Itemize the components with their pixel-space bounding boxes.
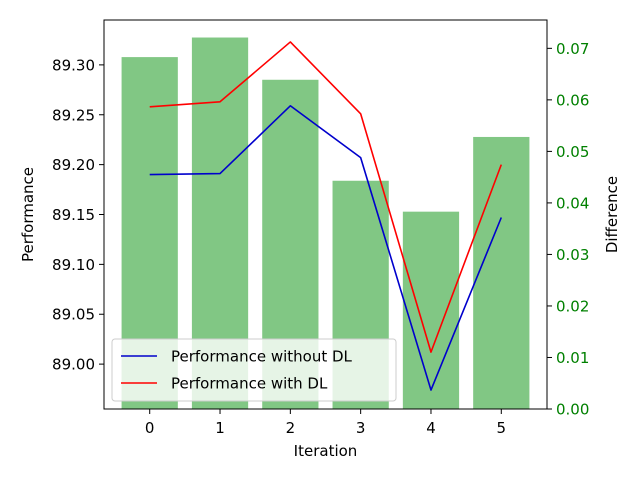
y-axis-label-right: Difference	[603, 176, 621, 253]
y-axis-label-left: Performance	[19, 167, 37, 262]
right-tick-label: 0.07	[556, 40, 589, 58]
x-tick-label: 2	[286, 419, 296, 437]
bar-5	[473, 136, 530, 409]
legend-label: Performance without DL	[171, 348, 353, 366]
right-tick-label: 0.01	[556, 349, 589, 367]
legend-box	[111, 338, 397, 402]
right-tick-label: 0.06	[556, 91, 589, 109]
x-tick-label: 1	[215, 419, 225, 437]
left-axis: 89.00 89.05 89.10 89.15 89.20 89.25 89.30	[52, 56, 104, 374]
right-tick-label: 0.05	[556, 143, 589, 161]
x-tick-label: 5	[497, 419, 507, 437]
right-tick-label: 0.00	[556, 401, 589, 419]
legend-label: Performance with DL	[171, 375, 328, 393]
left-tick-label: 89.05	[52, 306, 95, 324]
bottom-axis: 0 1 2 3 4 5	[145, 409, 506, 437]
right-tick-label: 0.02	[556, 297, 589, 315]
left-tick-label: 89.30	[52, 56, 95, 74]
x-tick-label: 0	[145, 419, 155, 437]
right-axis: 0.00 0.01 0.02 0.03 0.04 0.05 0.06 0.07	[547, 40, 589, 419]
left-tick-label: 89.20	[52, 156, 95, 174]
right-tick-label: 0.03	[556, 246, 589, 264]
right-tick-label: 0.04	[556, 194, 589, 212]
x-tick-label: 4	[426, 419, 436, 437]
x-tick-label: 3	[356, 419, 366, 437]
series-line-with-dl	[149, 41, 503, 353]
legend: Performance without DL Performance with D…	[111, 338, 397, 402]
left-tick-label: 89.00	[52, 356, 95, 374]
x-axis-label: Iteration	[294, 442, 358, 460]
left-tick-label: 89.10	[52, 256, 95, 274]
bar-4	[402, 211, 460, 409]
left-tick-label: 89.25	[52, 106, 95, 124]
left-tick-label: 89.15	[52, 206, 95, 224]
lines-layer	[149, 41, 503, 391]
series-line-without-dl	[149, 104, 503, 391]
